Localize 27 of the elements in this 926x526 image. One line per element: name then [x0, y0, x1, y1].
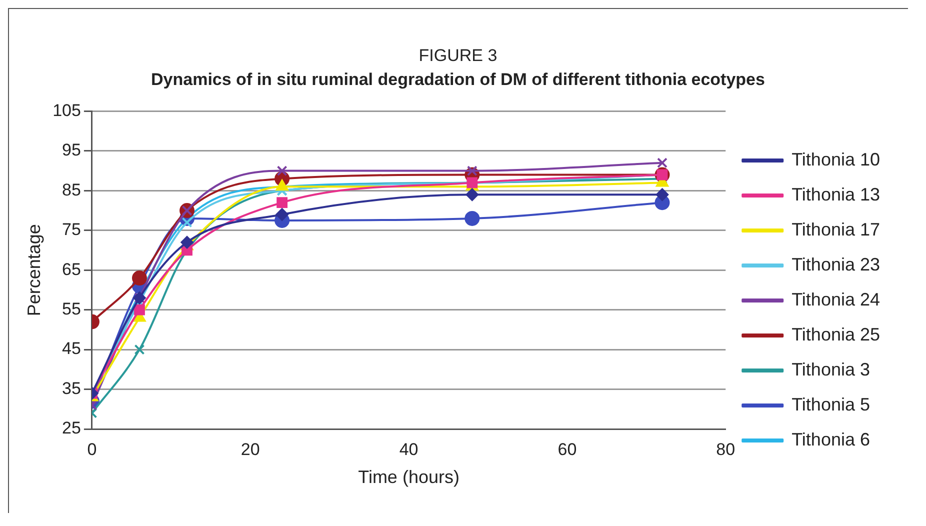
chart-title: FIGURE 3 [418, 45, 498, 66]
y-tick-label: 25 [62, 418, 81, 438]
x-axis-title: Time (hours) [358, 467, 460, 488]
y-tick-label: 55 [62, 300, 81, 319]
chart-subtitle: Dynamics of in situ ruminal degradation of DM of different tithonia ecotypes [150, 70, 766, 90]
x-tick-label: 20 [240, 440, 260, 459]
y-tick-label: 65 [62, 260, 81, 279]
legend-label: Tithonia 17 [792, 219, 880, 240]
legend-label: Tithonia 10 [792, 149, 880, 170]
y-tick-label: 95 [62, 140, 81, 160]
legend-label: Tithonia 23 [792, 254, 880, 274]
x-tick-label: 80 [716, 440, 736, 459]
legend-label: Tithonia 3 [792, 359, 870, 380]
x-tick-label: 0 [87, 440, 97, 459]
y-axis-title: Percentage [24, 224, 44, 316]
legend-label: Tithonia 13 [792, 184, 880, 204]
y-tick-label: 85 [62, 180, 81, 200]
x-tick-label: 40 [399, 440, 418, 459]
y-tick-label: 45 [62, 339, 81, 358]
legend-label: Tithonia 5 [792, 394, 870, 414]
y-tick-label: 105 [52, 100, 81, 120]
y-tick-label: 75 [62, 220, 81, 240]
legend-label: Tithonia 6 [792, 429, 870, 450]
x-tick-label: 60 [558, 440, 577, 459]
y-tick-label: 35 [62, 378, 81, 398]
legend-label: Tithonia 24 [792, 289, 880, 310]
legend-label: Tithonia 25 [792, 324, 880, 344]
